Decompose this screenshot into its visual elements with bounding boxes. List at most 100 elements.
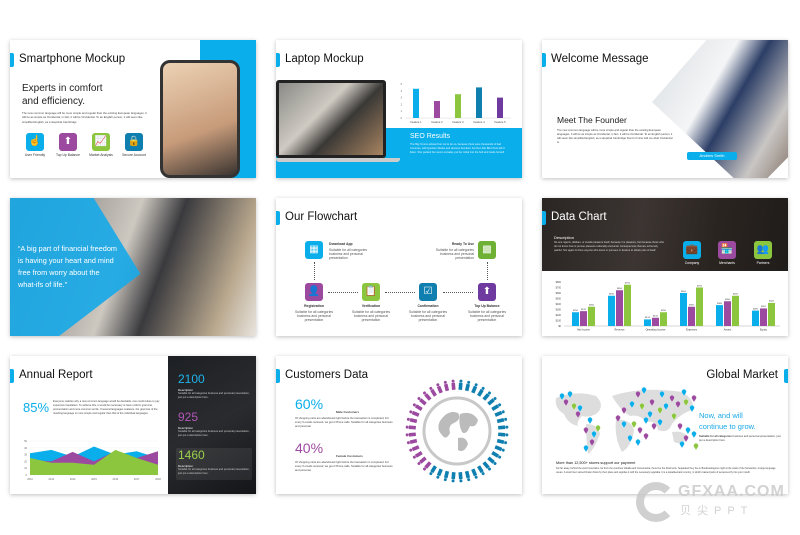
location-pin-icon — [675, 401, 681, 409]
location-pin-icon — [615, 415, 621, 423]
female-person-icon — [409, 445, 420, 452]
y-tick-label: $600 — [556, 292, 562, 295]
slide-data-chart[interactable]: Data Chart Description No one rejects, d… — [542, 198, 788, 336]
male-person-icon — [477, 386, 485, 397]
location-pin-icon — [621, 421, 627, 429]
data-label: $700 — [697, 285, 703, 287]
slide-title: Global Market — [706, 369, 778, 381]
step-desc: Suitable for all categories business and… — [329, 248, 368, 260]
location-pin-icon — [563, 399, 569, 407]
header-photo — [542, 198, 788, 271]
bar — [696, 287, 703, 326]
location-pin-icon — [643, 433, 649, 441]
y-tick-label: 1 — [401, 110, 403, 113]
male-person-icon — [436, 468, 443, 479]
data-label: $550 — [733, 294, 739, 296]
step-desc: Suitable for all categories business and… — [408, 310, 448, 322]
bar — [580, 311, 587, 326]
bar — [434, 101, 440, 118]
step-desc: Suitable for all categories business and… — [435, 248, 474, 260]
bar — [652, 317, 659, 326]
data-label: $650 — [617, 288, 623, 290]
data-label: $420 — [769, 301, 775, 303]
female-person-icon — [417, 456, 427, 465]
icon-label: Company — [684, 261, 700, 265]
stat-highlight — [176, 448, 252, 480]
location-pin-icon — [691, 431, 697, 439]
stat-desc: Suitable for all categories business and… — [178, 392, 250, 399]
location-pin-icon — [657, 419, 663, 427]
x-tick-label: Assets — [724, 329, 732, 332]
location-pin-icon — [631, 421, 637, 429]
slide-laptop-mockup[interactable]: Laptop Mockup 0 1 2 3 4 5 Feature 1 Feature 2 Fe… — [276, 40, 522, 178]
slide-smartphone-mockup[interactable]: Smartphone Mockup Experts in comfort and… — [10, 40, 256, 178]
headline: continue to grow. — [699, 422, 756, 431]
touch-icon: ☝ — [26, 133, 44, 151]
bar — [588, 306, 595, 326]
x-tick-label: Feature 3 — [452, 120, 464, 124]
location-pin-icon — [559, 393, 565, 401]
connector — [314, 262, 315, 280]
x-tick-label: Feature 2 — [431, 120, 443, 124]
slide-title: Customers Data — [285, 369, 369, 381]
male-person-icon — [464, 470, 471, 482]
location-pin-icon — [571, 403, 577, 411]
bar — [616, 290, 623, 326]
laptop-mockup — [276, 80, 386, 158]
slide-flowchart[interactable]: Our Flowchart ▦ ▩ 👤 📋 ☑ ⬆ Download App S… — [276, 198, 522, 336]
slide-quote[interactable]: “A big part of financial freedom is havi… — [10, 198, 256, 336]
data-label: $750 — [625, 283, 631, 285]
slide-annual-report[interactable]: Annual Report 85% Everyone realizes why … — [10, 356, 256, 494]
headline: Experts in comfort — [22, 83, 103, 94]
area-series — [30, 449, 158, 475]
step-title: Verification — [361, 304, 381, 308]
location-pin-icon — [589, 439, 595, 447]
icon-label: Partners — [756, 261, 770, 265]
y-tick-label: 0 — [26, 474, 28, 477]
male-person-icon — [471, 383, 478, 394]
step-desc: Suitable for all categories business and… — [467, 310, 507, 322]
title-accent — [10, 369, 14, 383]
connector — [385, 292, 415, 293]
x-tick-label: 2010 — [27, 478, 33, 481]
male-person-icon — [496, 438, 508, 445]
location-pin-icon — [677, 423, 683, 431]
bar — [724, 301, 731, 326]
male-person-icon — [496, 417, 508, 424]
stat-value: 2100 — [178, 372, 205, 386]
bar — [768, 302, 775, 326]
icon-label: User Friendly — [24, 153, 46, 157]
x-tick-label: Expenses — [686, 329, 698, 332]
x-tick-label: Feature 4 — [473, 120, 485, 124]
female-person-icon — [451, 379, 456, 390]
financial-bar-chart: $0$100$200$300$400$500$600$700$800$250$2… — [556, 281, 780, 332]
male-person-icon — [482, 461, 491, 471]
bar — [455, 94, 461, 118]
y-tick-label: $800 — [556, 281, 562, 284]
world-map — [555, 387, 699, 454]
watermark-subtext: 贝尖PPT — [680, 505, 754, 517]
female-person-icon — [417, 397, 427, 406]
checkbox-icon: ☑ — [419, 283, 437, 301]
slide-welcome-message[interactable]: Welcome Message Meet The Founder The new… — [542, 40, 788, 178]
heading: Meet The Founder — [557, 115, 627, 125]
data-label: $250 — [661, 310, 667, 312]
male-person-icon — [451, 472, 456, 483]
female-desc: Of shopping carts are abandoned right be… — [295, 461, 393, 472]
y-tick-label: $0 — [558, 325, 561, 328]
male-person-icon — [491, 403, 502, 411]
male-label: Male Customers — [336, 410, 360, 414]
data-label: $250 — [573, 310, 579, 312]
y-tick-label: 2 — [401, 103, 403, 106]
male-person-icon — [487, 456, 497, 465]
slide-global-market[interactable]: Global Market Now, and will continue to … — [542, 356, 788, 494]
male-person-icon — [494, 410, 505, 417]
icon-label: Secure Account — [122, 153, 146, 157]
data-label: $550 — [609, 294, 615, 296]
slide-customers-data[interactable]: Customers Data 60% Male Customers Of sho… — [276, 356, 522, 494]
male-person-icon — [482, 391, 491, 401]
x-tick-label: Feature 1 — [410, 120, 422, 124]
slide-title: Our Flowchart — [285, 211, 358, 223]
slide-title: Laptop Mockup — [285, 53, 364, 65]
location-pin-icon — [647, 411, 653, 419]
